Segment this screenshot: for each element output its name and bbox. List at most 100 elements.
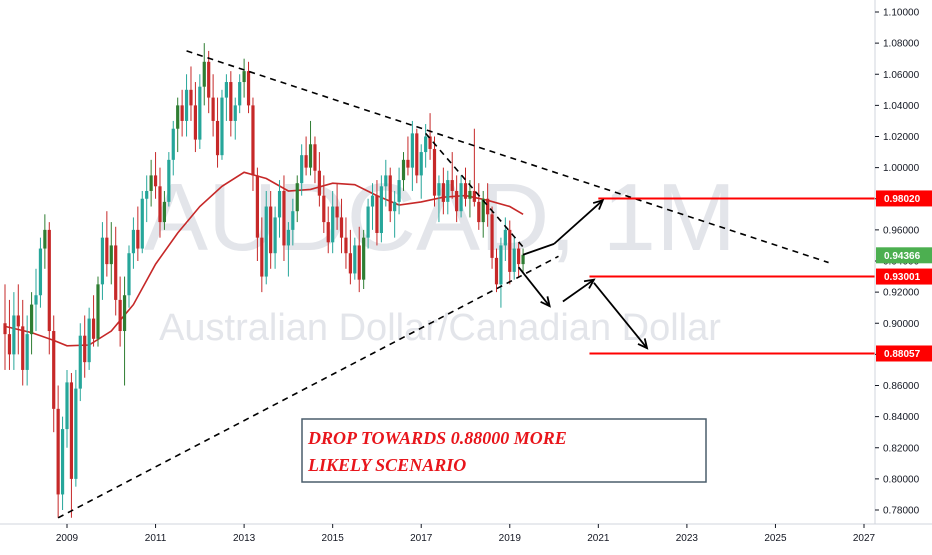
- candle-body: [450, 180, 454, 191]
- candle-body: [499, 245, 503, 285]
- candle-body: [286, 229, 290, 246]
- candle: [366, 198, 370, 249]
- candle-body: [153, 175, 158, 187]
- candle-body: [282, 190, 286, 246]
- candle-body: [7, 334, 12, 355]
- candle: [246, 61, 251, 114]
- annotation-box: [301, 418, 707, 483]
- candle-body: [459, 183, 463, 212]
- price-tick-label: 1.08000: [883, 39, 920, 50]
- price-tag-box: [876, 345, 932, 362]
- time-tick-label: 2009: [56, 533, 79, 544]
- candle: [463, 167, 468, 207]
- arrow-shaft: [522, 243, 555, 256]
- candle: [60, 416, 65, 510]
- arrow-shaft: [517, 266, 551, 307]
- candle-body: [410, 133, 414, 168]
- candle: [295, 175, 299, 223]
- candle: [255, 167, 259, 261]
- candle: [353, 237, 357, 280]
- candle-body: [472, 190, 476, 202]
- candle: [198, 74, 202, 149]
- price-tick-label: 0.90000: [883, 319, 920, 330]
- price-tick-label: 0.78000: [883, 506, 920, 517]
- candle-body: [397, 180, 401, 202]
- candle: [375, 180, 379, 246]
- candle-body: [189, 89, 193, 106]
- candle-body: [339, 217, 344, 238]
- candle-body: [233, 105, 237, 121]
- candle: [3, 284, 7, 370]
- candle: [508, 220, 512, 285]
- candle-body: [481, 198, 485, 223]
- candle-body: [140, 198, 144, 249]
- candle: [238, 74, 242, 114]
- candle: [145, 175, 149, 223]
- candle-body: [211, 97, 215, 121]
- candle-body: [401, 159, 406, 181]
- time-axis[interactable]: 2009 2011 2013 2015 2017 2019 2021 2023 2025 2027: [56, 524, 876, 544]
- candle: [477, 183, 481, 230]
- candle-body: [424, 136, 428, 153]
- candle: [357, 226, 361, 293]
- candle: [184, 74, 189, 137]
- candle-body: [109, 245, 113, 265]
- candle-body: [12, 315, 16, 355]
- candle-body: [295, 183, 299, 212]
- candle: [171, 120, 175, 176]
- candle-body: [105, 237, 109, 265]
- watermark-symbol: AUDCAD, 1M: [144, 164, 736, 271]
- candle: [459, 175, 463, 218]
- candle-body: [224, 82, 228, 98]
- candle: [12, 292, 16, 370]
- projection-arrow: [522, 243, 555, 256]
- watermark-description: Australian Dollar/Canadian Dollar: [159, 307, 721, 349]
- candle: [122, 276, 127, 386]
- time-tick-label: 2023: [676, 533, 699, 544]
- candle: [114, 226, 118, 316]
- candle-body: [477, 201, 481, 223]
- price-tick-label: 0.86000: [883, 381, 920, 392]
- candle: [118, 276, 122, 347]
- candle-body: [277, 190, 282, 218]
- candle: [432, 136, 437, 207]
- candle-body: [313, 144, 317, 171]
- candle: [512, 237, 516, 280]
- time-tick-label: 2019: [499, 533, 522, 544]
- candle-body: [78, 335, 82, 389]
- candle-body: [463, 183, 468, 199]
- candle-body: [193, 105, 198, 140]
- candle: [153, 152, 158, 199]
- price-tag-box: [876, 190, 932, 207]
- candle-body: [273, 217, 277, 254]
- trendline: [186, 50, 829, 264]
- trendlines-layer: [57, 50, 829, 519]
- candle-body: [446, 180, 450, 202]
- arrow-head: [583, 278, 596, 289]
- candle-body: [220, 97, 224, 156]
- candle-body: [255, 175, 259, 238]
- arrow-shaft: [562, 278, 595, 303]
- candle: [149, 159, 153, 207]
- arrow-shaft: [593, 282, 648, 349]
- price-tick-label: 0.92000: [883, 288, 920, 299]
- time-tick-label: 2017: [410, 533, 433, 544]
- candle: [83, 315, 87, 378]
- price-tag: 0.93001: [876, 268, 932, 285]
- projection-arrows-layer: [517, 198, 649, 350]
- candle: [96, 276, 100, 347]
- candle-body: [198, 86, 202, 140]
- price-tick-label: 0.80000: [883, 474, 920, 485]
- candle: [52, 315, 56, 433]
- candle-body: [300, 155, 304, 184]
- candle-body: [60, 429, 65, 495]
- candle-body: [251, 105, 255, 176]
- candle: [437, 175, 441, 223]
- candle: [286, 222, 290, 277]
- candle: [282, 175, 286, 261]
- candle-body: [29, 304, 34, 335]
- candle: [43, 214, 47, 269]
- candle: [69, 373, 74, 518]
